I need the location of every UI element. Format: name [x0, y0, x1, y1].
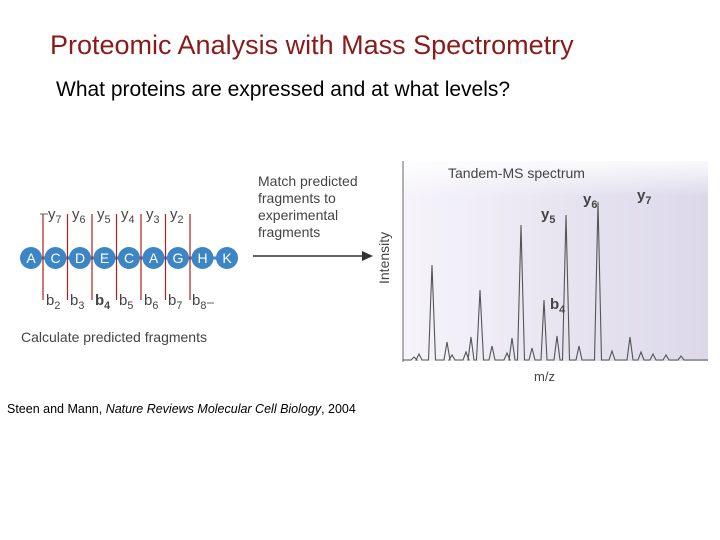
slide-subtitle: What proteins are expressed and at what …	[56, 78, 511, 101]
svg-text:C: C	[50, 250, 60, 266]
match-arrow	[253, 251, 373, 261]
residue: C	[118, 247, 140, 269]
ion-label: y3	[146, 206, 160, 226]
svg-text:A: A	[149, 250, 159, 266]
match-text-line: fragments to	[258, 190, 336, 206]
ion-label: y6	[583, 191, 597, 211]
ion-label: y4	[121, 206, 135, 226]
citation-authors: Steen and Mann,	[7, 402, 103, 416]
svg-text:G: G	[173, 250, 184, 266]
ion-label: y7	[637, 187, 651, 207]
residue: E	[93, 247, 116, 269]
ion-label: y6	[72, 206, 86, 226]
citation-journal: Nature Reviews Molecular Cell Biology	[105, 402, 322, 416]
residue: K	[216, 247, 238, 269]
match-text-line: fragments	[258, 224, 320, 240]
match-text-line: experimental	[258, 207, 338, 223]
svg-text:D: D	[75, 250, 85, 266]
mz-axis-label: m/z	[534, 369, 555, 384]
citation-year: , 2004	[321, 402, 356, 416]
svg-text:H: H	[197, 250, 207, 266]
ion-label: y2	[170, 206, 184, 226]
svg-text:A: A	[26, 250, 36, 266]
ion-label: b7	[168, 292, 182, 312]
residue: H	[191, 247, 214, 269]
ion-label: b6	[144, 292, 158, 312]
ms-figure: Match predicted fragments to experimenta…	[20, 161, 708, 384]
ion-label: y7	[48, 206, 62, 226]
calc-text: Calculate predicted fragments	[21, 329, 207, 345]
ion-label: y5	[541, 206, 555, 226]
svg-text:E: E	[100, 250, 109, 266]
residue: A	[142, 247, 165, 269]
residue: G	[167, 247, 189, 269]
ion-label: b5	[119, 292, 133, 312]
ion-label: b2	[46, 292, 60, 312]
peak-labels: y7 y6 y5 b4	[541, 187, 651, 316]
ion-label: b8	[192, 292, 206, 312]
fragment-connectors	[42, 214, 191, 300]
y-ion-row: y7 y6 y5 y4 y3 y2	[40, 206, 184, 226]
residue: C	[44, 247, 67, 269]
spectrum-trace	[403, 201, 708, 361]
match-text-line: Match predicted	[258, 173, 358, 189]
spectrum-title: Tandem-MS spectrum	[448, 165, 585, 181]
intensity-axis-label: Intensity	[376, 232, 392, 284]
svg-text:K: K	[222, 250, 232, 266]
ion-label: b3	[70, 292, 84, 312]
residue: D	[69, 247, 91, 269]
ion-label: y5	[97, 206, 111, 226]
svg-text:C: C	[124, 250, 134, 266]
spectrum-panel: Tandem-MS spectrum Intensity m/z y7 y6 y5 b…	[376, 161, 708, 384]
ion-label: b4	[95, 292, 110, 312]
ion-label: b4	[550, 296, 565, 316]
b-ion-row: b2 b3 b4 b5 b6 b7 b8	[46, 292, 214, 312]
residue: A	[20, 247, 42, 269]
citation: Steen and Mann, Nature Reviews Molecular…	[7, 402, 356, 416]
match-text-block: Match predicted fragments to experimenta…	[258, 173, 358, 240]
slide-title: Proteomic Analysis with Mass Spectrometr…	[50, 30, 574, 60]
